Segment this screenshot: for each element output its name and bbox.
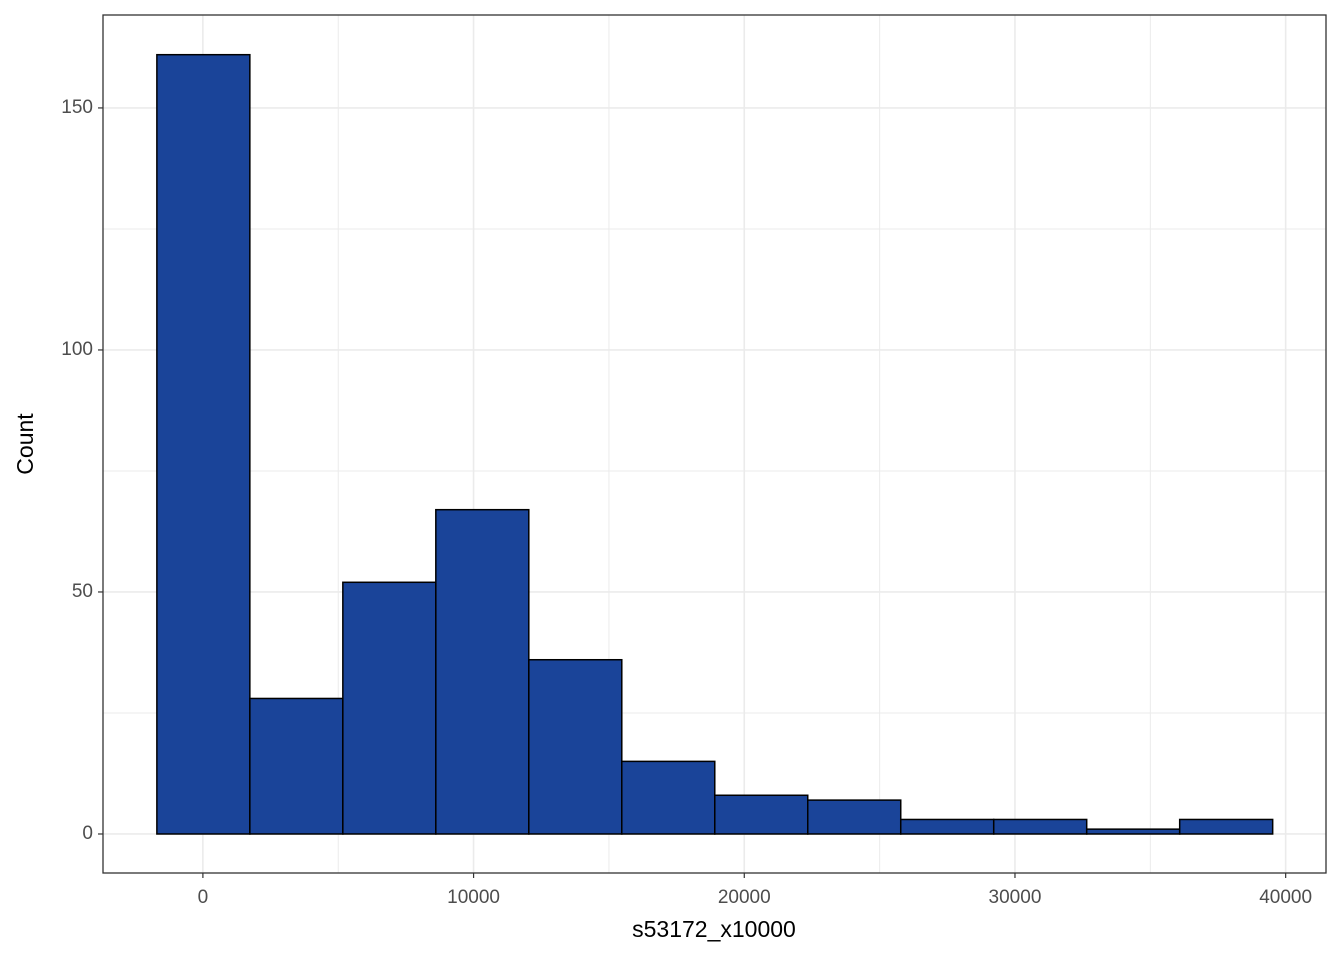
bar (249, 697, 344, 835)
bar (435, 508, 530, 835)
bar (1178, 818, 1274, 835)
bar (714, 794, 809, 835)
panel-border (102, 14, 1327, 874)
x-tick-label: 40000 (1259, 887, 1312, 908)
bar (156, 53, 251, 835)
bar (807, 799, 902, 835)
bar (528, 658, 623, 835)
bar (342, 581, 437, 835)
bar (621, 760, 716, 835)
bar (1085, 828, 1181, 835)
x-tick-label: 30000 (989, 887, 1042, 908)
y-tick-label: 0 (82, 823, 93, 844)
y-axis-title: Count (12, 413, 38, 475)
x-axis-title: s53172_x10000 (632, 916, 796, 942)
y-tick-label: 100 (61, 339, 93, 360)
x-tick-label: 10000 (447, 887, 500, 908)
x-tick-label: 20000 (718, 887, 771, 908)
bar (992, 818, 1088, 835)
bar (899, 818, 995, 835)
y-tick-label: 150 (61, 97, 93, 118)
x-tick-label: 0 (198, 887, 209, 908)
y-tick-label: 50 (72, 581, 93, 602)
